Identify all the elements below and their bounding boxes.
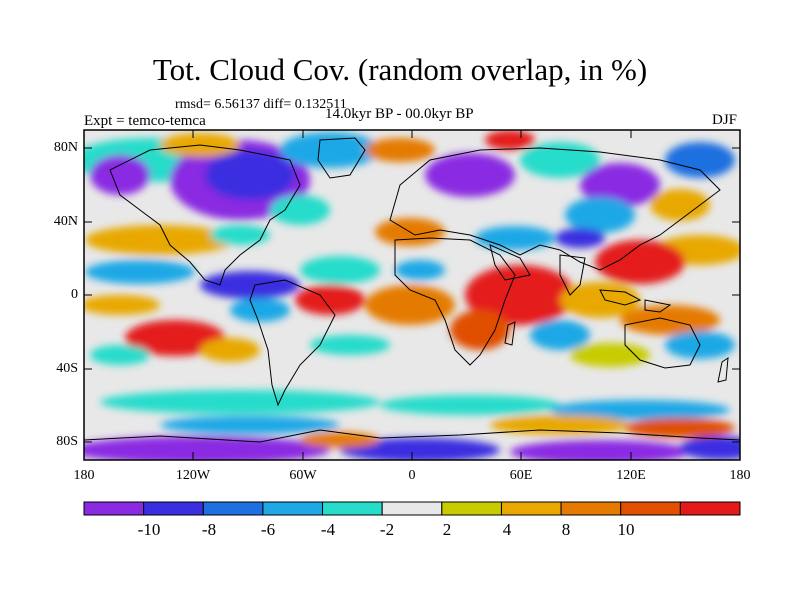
colorbar-swatch (381, 501, 443, 516)
colorbar-swatch (322, 501, 383, 516)
lon-tick-60w: 60W (289, 468, 317, 483)
colorbar (83, 501, 741, 516)
lat-tick-40s: 40S (56, 361, 78, 376)
lon-tick-120w: 120W (175, 468, 211, 483)
colorbar-label: -4 (320, 520, 336, 539)
tick-marks (84, 130, 740, 460)
lat-tick-40n: 40N (53, 214, 78, 229)
colorbar-swatch (679, 501, 741, 516)
period-label: 14.0kyr BP - 00.0kyr BP (325, 106, 474, 122)
lat-tick-80n: 80N (53, 140, 78, 155)
colorbar-swatch (620, 501, 681, 516)
lon-tick-60e: 60E (509, 468, 533, 483)
colorbar-label: 10 (617, 520, 635, 539)
colorbar-label: -8 (201, 520, 217, 539)
colorbar-swatch (441, 501, 502, 516)
season-label: DJF (712, 112, 738, 128)
rmsd-label: rmsd= 6.56137 diff= 0.132511 (175, 97, 347, 112)
lon-tick-180e: 180 (729, 468, 751, 483)
colorbar-label: 8 (561, 520, 571, 539)
lon-tick-120e: 120E (616, 468, 646, 483)
coastlines (84, 137, 740, 443)
map-title: Tot. Cloud Cov. (random overlap, in %) (152, 52, 648, 87)
colorbar-label: -2 (379, 520, 395, 539)
colorbar-swatch (83, 501, 145, 516)
colorbar-label: -10 (137, 520, 161, 539)
cloud-cover-field (84, 130, 740, 460)
colorbar-swatch (143, 501, 204, 516)
colorbar-swatch (262, 501, 324, 516)
colorbar-swatch (500, 501, 562, 516)
lon-tick-0: 0 (408, 468, 416, 483)
lon-tick-180w: 180 (73, 468, 95, 483)
lat-tick-0: 0 (71, 287, 78, 302)
colorbar-swatch (560, 501, 622, 516)
colorbar-label: 4 (502, 520, 512, 539)
colorbar-label: -6 (260, 520, 276, 539)
experiment-label: Expt = temco-temca (84, 113, 206, 129)
colorbar-swatch (202, 501, 264, 516)
colorbar-label: 2 (442, 520, 452, 539)
lat-tick-80s: 80S (56, 434, 78, 449)
